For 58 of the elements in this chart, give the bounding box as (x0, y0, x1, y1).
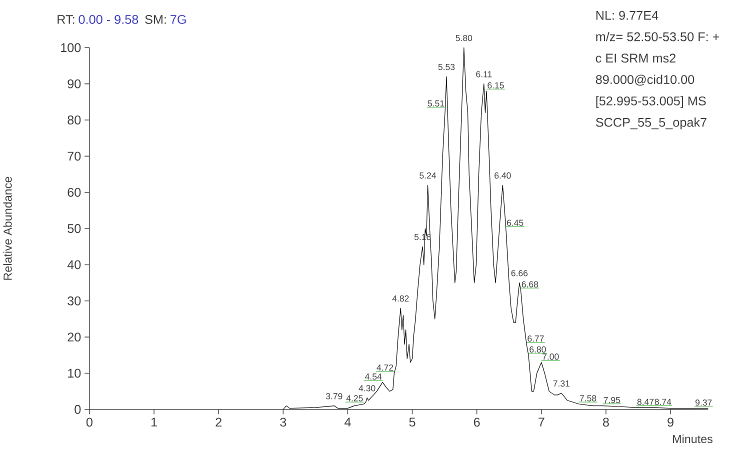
x-tick-label: 2 (216, 418, 222, 427)
annotation: SCCP_55_5_opak7 (596, 118, 706, 130)
y-tick-label: 100 (61, 43, 81, 52)
annotation: 4.54 (365, 374, 382, 380)
text: RT: (58, 15, 74, 24)
annotation: 5.24 (420, 172, 436, 179)
x-tick-label: 1 (151, 418, 157, 426)
y-tick-label: 10 (68, 368, 81, 378)
annotation: 7.31 (553, 380, 570, 387)
annotation: 6.77 (528, 335, 544, 342)
annotation: 4.72 (376, 364, 394, 371)
annotation: 6.80 (530, 346, 546, 353)
x-tick-label: 3 (280, 418, 286, 427)
x-tick-label: 8 (602, 418, 609, 427)
annotation: 6.66 (511, 270, 528, 276)
text: 7G (170, 14, 186, 24)
annotation: 89.000@cid10.00 (596, 74, 694, 86)
y-tick-label: 60 (68, 188, 81, 197)
annotation: 5.53 (438, 64, 455, 70)
x-tick-label: 4 (344, 418, 351, 426)
x-tick-label: 5 (409, 418, 416, 427)
x-tick-label: 0 (86, 418, 92, 427)
annotation: 6.68 (522, 281, 538, 288)
y-tick-label: 50 (68, 224, 81, 233)
annotation: 6.11 (476, 71, 492, 78)
x-tick-label: 6 (474, 418, 480, 427)
annotation: c EI SRM ms2 (596, 54, 676, 63)
annotation: 6.40 (494, 172, 511, 179)
y-tick-label: 0 (74, 404, 81, 414)
y-tick-label: 90 (68, 79, 81, 88)
y-tick-label: 30 (68, 296, 81, 306)
annotation: 3.79 (326, 393, 342, 400)
annotation: 4.82 (392, 295, 409, 302)
annotation: 8.74 (654, 398, 672, 405)
annotation: 7.58 (580, 395, 596, 402)
y-tick-label: 80 (68, 116, 81, 124)
x-axis-title: Minutes (673, 434, 713, 444)
annotation: 5.80 (456, 34, 472, 42)
annotation: 6.45 (507, 220, 524, 226)
y-tick-label: 20 (68, 332, 81, 342)
text: SM: (145, 14, 166, 24)
annotation: 7.95 (604, 396, 620, 404)
y-tick-label: 70 (68, 152, 81, 161)
annotation: 4.25 (346, 395, 363, 402)
annotation: 4.30 (358, 385, 376, 392)
y-axis-title: Relative Abundance (3, 176, 12, 280)
annotation: 7.00 (542, 354, 559, 360)
annotation: 9.37 (696, 399, 712, 406)
x-tick-label: 9 (668, 418, 674, 427)
y-tick-label: 40 (67, 260, 81, 270)
annotation: 6.15 (488, 82, 504, 88)
text: m/z= 52.50-53.50 F: + (596, 32, 720, 42)
annotation: [52.995-53.005] MS (596, 96, 706, 108)
text: 0.00 - 9.58 (78, 14, 138, 24)
annotation: 5.51 (428, 100, 444, 107)
annotation: 8.47 (637, 398, 654, 405)
text: NL: 9.77E4 (596, 10, 658, 20)
x-tick-label: 7 (538, 418, 544, 426)
